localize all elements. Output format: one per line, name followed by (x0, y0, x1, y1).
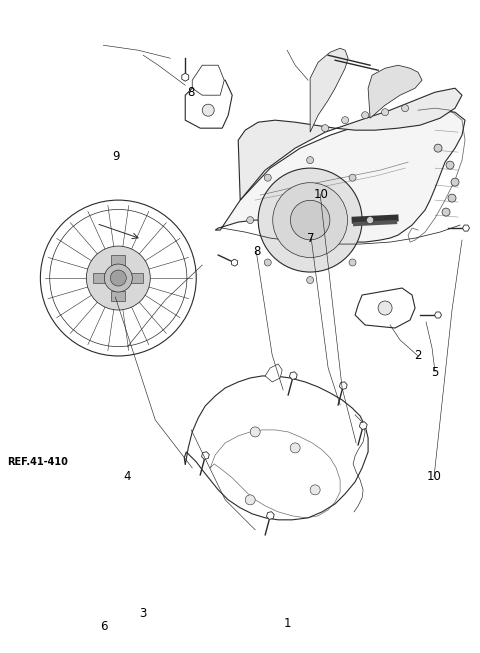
Text: 5: 5 (431, 366, 438, 379)
Circle shape (202, 104, 214, 116)
Text: 3: 3 (140, 607, 147, 620)
Circle shape (342, 117, 348, 123)
Circle shape (250, 427, 260, 437)
Text: 8: 8 (188, 86, 195, 99)
Circle shape (273, 183, 348, 257)
Circle shape (349, 174, 356, 181)
Circle shape (448, 194, 456, 202)
Polygon shape (192, 65, 224, 95)
Circle shape (451, 178, 459, 186)
Circle shape (86, 246, 150, 310)
Polygon shape (185, 80, 232, 128)
Polygon shape (339, 382, 347, 389)
Polygon shape (111, 291, 125, 301)
Circle shape (290, 200, 330, 240)
Polygon shape (289, 372, 297, 379)
Circle shape (104, 264, 132, 292)
Circle shape (290, 443, 300, 453)
Polygon shape (111, 255, 125, 265)
Circle shape (110, 270, 126, 286)
Polygon shape (202, 452, 209, 460)
Circle shape (378, 301, 392, 315)
Polygon shape (231, 259, 238, 266)
Text: 10: 10 (313, 188, 328, 201)
Polygon shape (93, 273, 108, 283)
Circle shape (322, 125, 329, 132)
Text: 9: 9 (112, 150, 119, 163)
Polygon shape (129, 273, 144, 283)
Polygon shape (360, 422, 367, 430)
Polygon shape (265, 364, 282, 382)
Circle shape (434, 144, 442, 152)
Polygon shape (355, 288, 415, 328)
Circle shape (247, 217, 254, 223)
Polygon shape (463, 225, 469, 231)
Circle shape (307, 157, 313, 164)
Polygon shape (310, 48, 348, 132)
Polygon shape (368, 65, 422, 118)
Polygon shape (238, 88, 462, 200)
Circle shape (382, 108, 389, 116)
Circle shape (446, 161, 454, 169)
Circle shape (307, 276, 313, 283)
Polygon shape (215, 110, 465, 242)
Text: 6: 6 (100, 620, 107, 633)
Circle shape (245, 495, 255, 505)
Text: 1: 1 (284, 617, 291, 630)
Text: 7: 7 (307, 232, 315, 245)
Text: 10: 10 (427, 470, 442, 483)
Polygon shape (266, 512, 274, 519)
Circle shape (367, 217, 373, 223)
Circle shape (310, 485, 320, 495)
Text: 4: 4 (124, 470, 131, 483)
Circle shape (442, 208, 450, 216)
Polygon shape (434, 312, 442, 318)
Circle shape (258, 168, 362, 272)
Circle shape (361, 112, 369, 119)
Polygon shape (184, 376, 368, 520)
Text: REF.41-410: REF.41-410 (7, 457, 68, 467)
Polygon shape (182, 73, 189, 81)
Text: 2: 2 (414, 349, 421, 362)
Circle shape (402, 104, 408, 112)
Circle shape (349, 259, 356, 266)
Circle shape (264, 259, 271, 266)
Circle shape (40, 200, 196, 356)
Text: 8: 8 (253, 245, 260, 258)
Circle shape (264, 174, 271, 181)
